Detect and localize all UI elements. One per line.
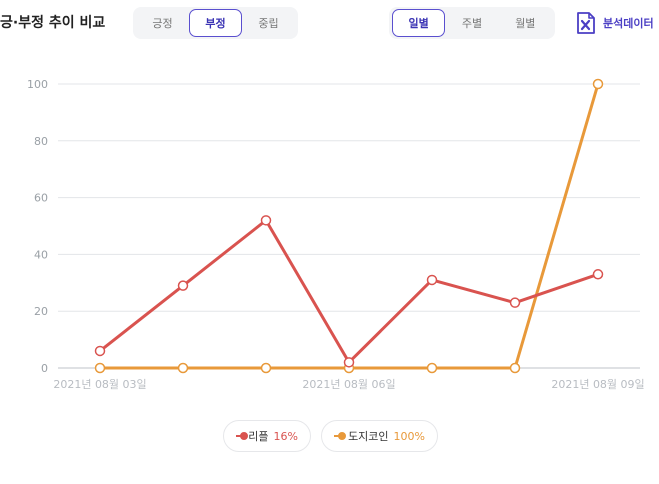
- data-point-0-2: [260, 215, 272, 226]
- data-point-1-6: [592, 78, 604, 90]
- data-point-0-0: [94, 345, 106, 357]
- y-axis-ticks: 0 20 40 60 80 100: [27, 78, 48, 375]
- data-point-1-2: [260, 362, 272, 374]
- y-tick-label: 40: [34, 248, 48, 261]
- tab-neutral[interactable]: 중립: [258, 17, 279, 30]
- series-line-1: [100, 83, 600, 370]
- x-axis-ticks: 2021년 08월 03일 2021년 08월 06일 2021년 08월 09일: [53, 377, 644, 391]
- tab-negative[interactable]: 부정: [189, 9, 242, 37]
- y-tick-label: 0: [41, 362, 48, 375]
- data-point-1-0: [94, 362, 106, 374]
- x-tick-label: 2021년 08월 09일: [551, 377, 644, 391]
- tab-weekly[interactable]: 주별: [461, 17, 483, 30]
- data-point-0-6: [592, 269, 604, 280]
- grid-lines: [58, 83, 640, 369]
- data-point-0-5: [509, 297, 521, 308]
- excel-icon: [577, 12, 595, 34]
- y-tick-label: 20: [34, 305, 48, 318]
- tab-monthly[interactable]: 월별: [515, 17, 536, 30]
- tab-daily[interactable]: 일별: [392, 9, 446, 37]
- series-points: [94, 78, 604, 374]
- y-tick-label: 100: [27, 78, 48, 91]
- sentiment-toggle: 긍정 부정 중립: [133, 7, 298, 39]
- x-tick-label: 2021년 08월 06일: [302, 377, 395, 391]
- legend-series-percent: 16%: [273, 429, 298, 443]
- legend-series-percent: 100%: [393, 429, 425, 443]
- legend-item-dogecoin[interactable]: 도지코인 100%: [321, 420, 438, 452]
- y-tick-label: 80: [34, 135, 48, 148]
- export-label: 분석데이터: [603, 17, 654, 30]
- data-point-1-1: [177, 362, 189, 374]
- series-lines: [99, 83, 600, 370]
- page-title: 긍·부정 추이 비교: [0, 15, 106, 31]
- tab-positive[interactable]: 긍정: [152, 17, 173, 30]
- legend-series-name: 도지코인: [348, 430, 389, 443]
- data-point-1-5: [509, 362, 521, 374]
- legend-marker-icon: [334, 431, 347, 441]
- export-data-button[interactable]: 분석데이터: [576, 10, 654, 36]
- legend-series-name: 리플: [248, 430, 269, 443]
- data-point-0-3: [343, 357, 355, 368]
- data-point-1-4: [426, 362, 438, 374]
- legend-item-ripple[interactable]: 리플 16%: [223, 420, 311, 452]
- data-point-0-1: [177, 280, 189, 291]
- data-point-0-4: [426, 274, 438, 286]
- y-tick-label: 60: [34, 192, 48, 205]
- x-tick-label: 2021년 08월 03일: [53, 377, 146, 391]
- period-toggle: 일별 주별 월별: [389, 7, 555, 39]
- legend-marker-icon: [236, 431, 249, 441]
